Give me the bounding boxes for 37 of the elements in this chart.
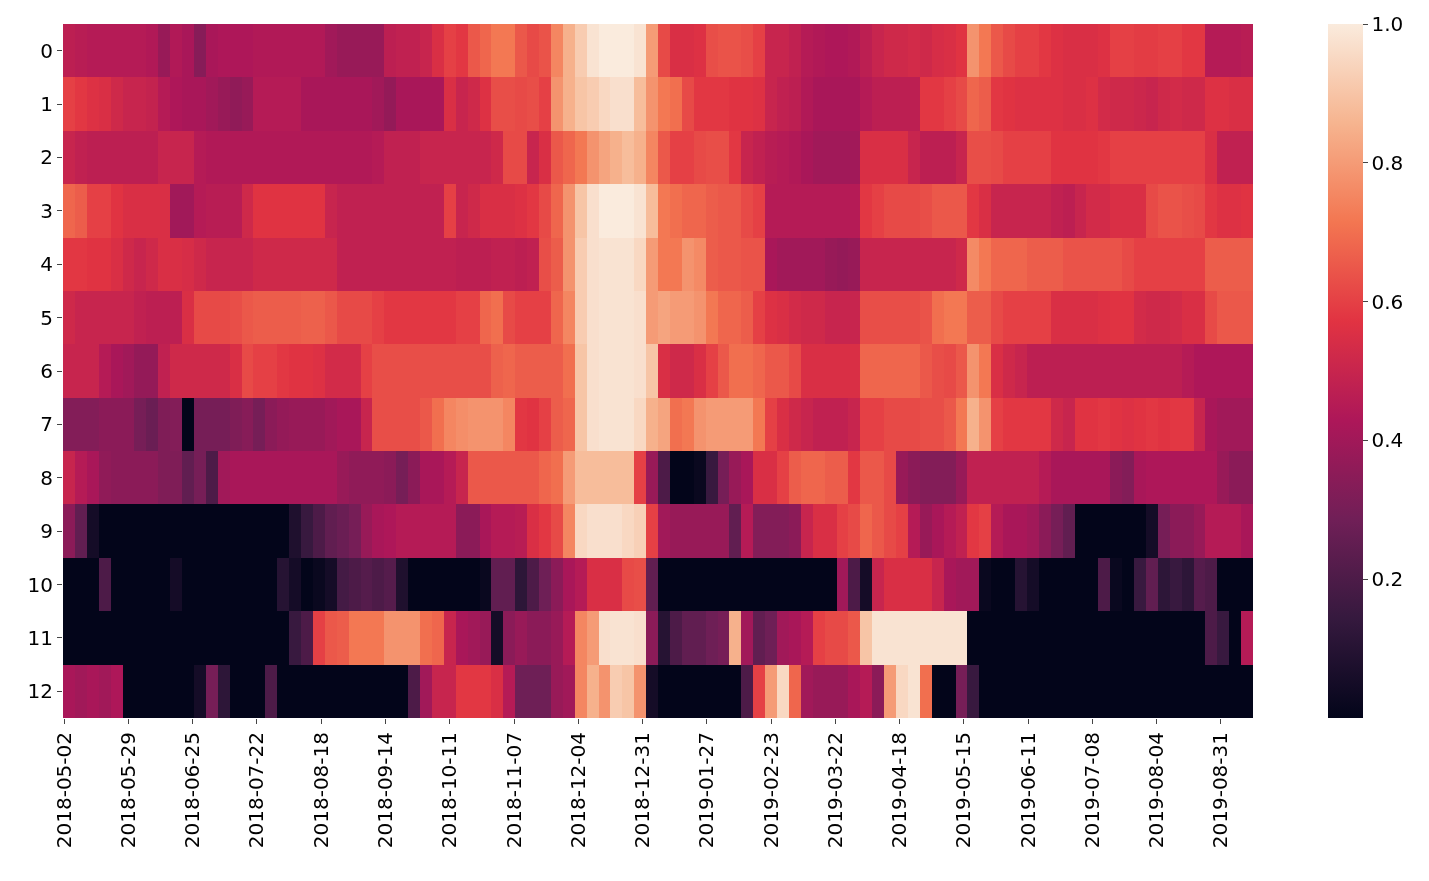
color-bar-label: 0.8 [1371,150,1404,175]
y-tick-label: 9 [40,519,53,544]
y-tick-label: 1 [40,92,53,117]
x-tick-label: 2019-06-11 [1015,732,1040,849]
x-tick-label: 2018-12-31 [630,732,655,849]
x-tick-label: 2019-08-04 [1144,732,1169,849]
x-tick-label: 2018-06-25 [180,732,205,849]
x-tick-label: 2018-05-29 [115,732,140,849]
x-tick-label: 2018-12-04 [565,732,590,849]
x-tick-label: 2018-08-18 [308,732,333,849]
x-tick-label: 2018-10-11 [437,732,462,849]
x-tick-label: 2019-07-08 [1079,732,1104,849]
y-tick-label: 8 [40,465,53,490]
y-tick-label: 5 [40,305,53,330]
color-bar-label: 0.4 [1371,428,1404,453]
y-tick-label: 3 [40,198,53,223]
x-tick-label: 2019-02-23 [758,732,783,849]
x-tick-label: 2019-04-18 [887,732,912,849]
x-tick-label: 2019-08-31 [1208,732,1233,849]
x-tick-label: 2018-09-14 [372,732,397,849]
y-tick-label: 10 [27,572,53,597]
y-tick-label: 6 [40,359,53,383]
y-tick-label: 7 [40,412,53,437]
color-bar-label: 1.0 [1371,12,1404,36]
x-tick-label: 2019-05-15 [951,732,976,849]
color-bar-label: 0.2 [1371,567,1404,592]
y-tick-label: 11 [27,625,53,650]
x-tick-label: 2018-11-07 [501,732,526,849]
y-tick-label: 12 [27,679,53,704]
x-tick-label: 2019-03-22 [822,732,847,849]
x-tick-label: 2018-05-02 [51,732,76,849]
y-tick-label: 4 [40,252,53,277]
x-tick-label: 2019-01-27 [694,732,719,849]
y-tick-label: 2 [40,145,53,170]
x-tick-label: 2018-07-22 [244,732,269,849]
y-tick-label: 0 [40,38,53,63]
color-bar-label: 0.6 [1371,289,1404,314]
